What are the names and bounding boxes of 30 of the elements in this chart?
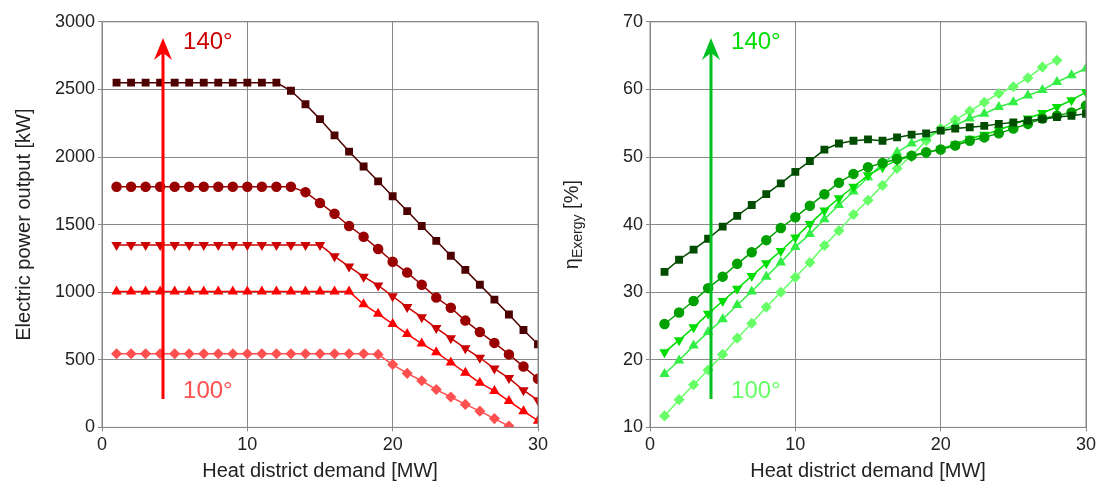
- y-tick-label: 40: [622, 213, 643, 234]
- y-tick-label: 500: [64, 348, 95, 369]
- x-tick-label: 0: [96, 434, 108, 455]
- x-tick-label: 20: [382, 434, 403, 455]
- y-tick-label: 3000: [54, 10, 95, 31]
- y-tick-label: 50: [622, 145, 643, 166]
- y-axis-title: Electric power output [kW]: [11, 108, 34, 341]
- y-tick-label: 10: [622, 416, 643, 437]
- annotation: 100°: [183, 375, 233, 403]
- x-axis-title: Heat district demand [MW]: [750, 458, 986, 481]
- y-tick-label: 30: [622, 281, 643, 302]
- y-tick-label: 2000: [54, 145, 95, 166]
- x-tick-label: 10: [785, 434, 806, 455]
- x-tick-label: 10: [237, 434, 258, 455]
- y-tick-label: 70: [622, 10, 643, 31]
- x-tick-label: 30: [1075, 434, 1097, 455]
- x-tick-label: 30: [527, 434, 549, 455]
- y-tick-label: 2500: [54, 78, 95, 99]
- y-tick-label: 0: [84, 416, 95, 437]
- y-tick-label: 20: [622, 348, 643, 369]
- annotation: 140°: [183, 26, 233, 54]
- x-tick-label: 0: [644, 434, 656, 455]
- x-tick-label: 20: [930, 434, 951, 455]
- y-axis-title: ηExergy [%]: [559, 180, 585, 270]
- y-tick-label: 60: [622, 78, 643, 99]
- y-tick-label: 1000: [54, 281, 95, 302]
- annotation: 140°: [731, 26, 781, 54]
- annotation: 100°: [731, 375, 781, 403]
- y-tick-label: 1500: [54, 213, 95, 234]
- x-axis-title: Heat district demand [MW]: [202, 458, 438, 481]
